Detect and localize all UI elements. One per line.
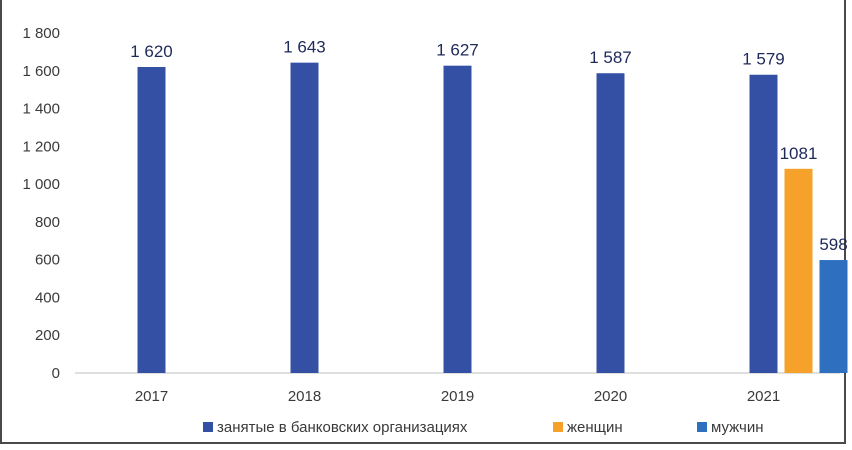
x-tick-label-2020: 2020 [594,388,627,405]
y-tick-label: 1 200 [22,138,60,155]
data-labels: 1 620 1 643 1 627 1 587 1 579 1081 598 [130,38,847,254]
legend-label-1: женщин [567,419,623,436]
x-tick-label-2019: 2019 [441,388,474,405]
data-label-2019-series-0: 1 627 [436,41,479,60]
legend-swatch-1 [553,422,563,432]
x-tick-label-2018: 2018 [288,388,321,405]
bar-2018-series-0 [290,62,319,374]
data-label-2018-series-0: 1 643 [283,38,326,57]
y-tick-label: 200 [35,327,60,344]
bar-2021-series-1 [784,168,813,373]
legend-swatch-0 [203,422,213,432]
y-tick-label: 800 [35,214,60,231]
legend-label-0: занятые в банковских организациях [217,419,468,436]
data-label-2021-series-0: 1 579 [742,50,785,69]
data-label-2020-series-0: 1 587 [589,48,632,67]
bars [137,62,848,374]
y-axis-ticks: 0 200 400 600 800 1 000 1 200 1 400 1 600 1 800 [22,25,60,382]
data-label-2021-series-1: 1081 [780,144,818,163]
x-tick-label-2021: 2021 [747,388,780,405]
legend: занятые в банковских организациях женщин м… [203,419,764,436]
x-tick-label-2017: 2017 [135,388,168,405]
legend-swatch-2 [697,422,707,432]
y-tick-label: 0 [52,365,60,382]
data-label-2021-series-2: 598 [819,235,847,254]
y-tick-label: 400 [35,289,60,306]
y-tick-label: 1 800 [22,25,60,42]
bar-2019-series-0 [443,65,472,373]
bar-2021-series-2 [819,260,848,373]
x-axis-ticks: 2017 2018 2019 2020 2021 [135,388,780,405]
y-tick-label: 600 [35,252,60,269]
bar-2021-series-0 [749,74,778,373]
bar-2017-series-0 [137,67,166,373]
y-tick-label: 1 000 [22,176,60,193]
data-label-2017-series-0: 1 620 [130,42,173,61]
y-tick-label: 1 400 [22,101,60,118]
y-tick-label: 1 600 [22,63,60,80]
bar-2020-series-0 [596,73,625,373]
legend-label-2: мужчин [711,419,764,436]
